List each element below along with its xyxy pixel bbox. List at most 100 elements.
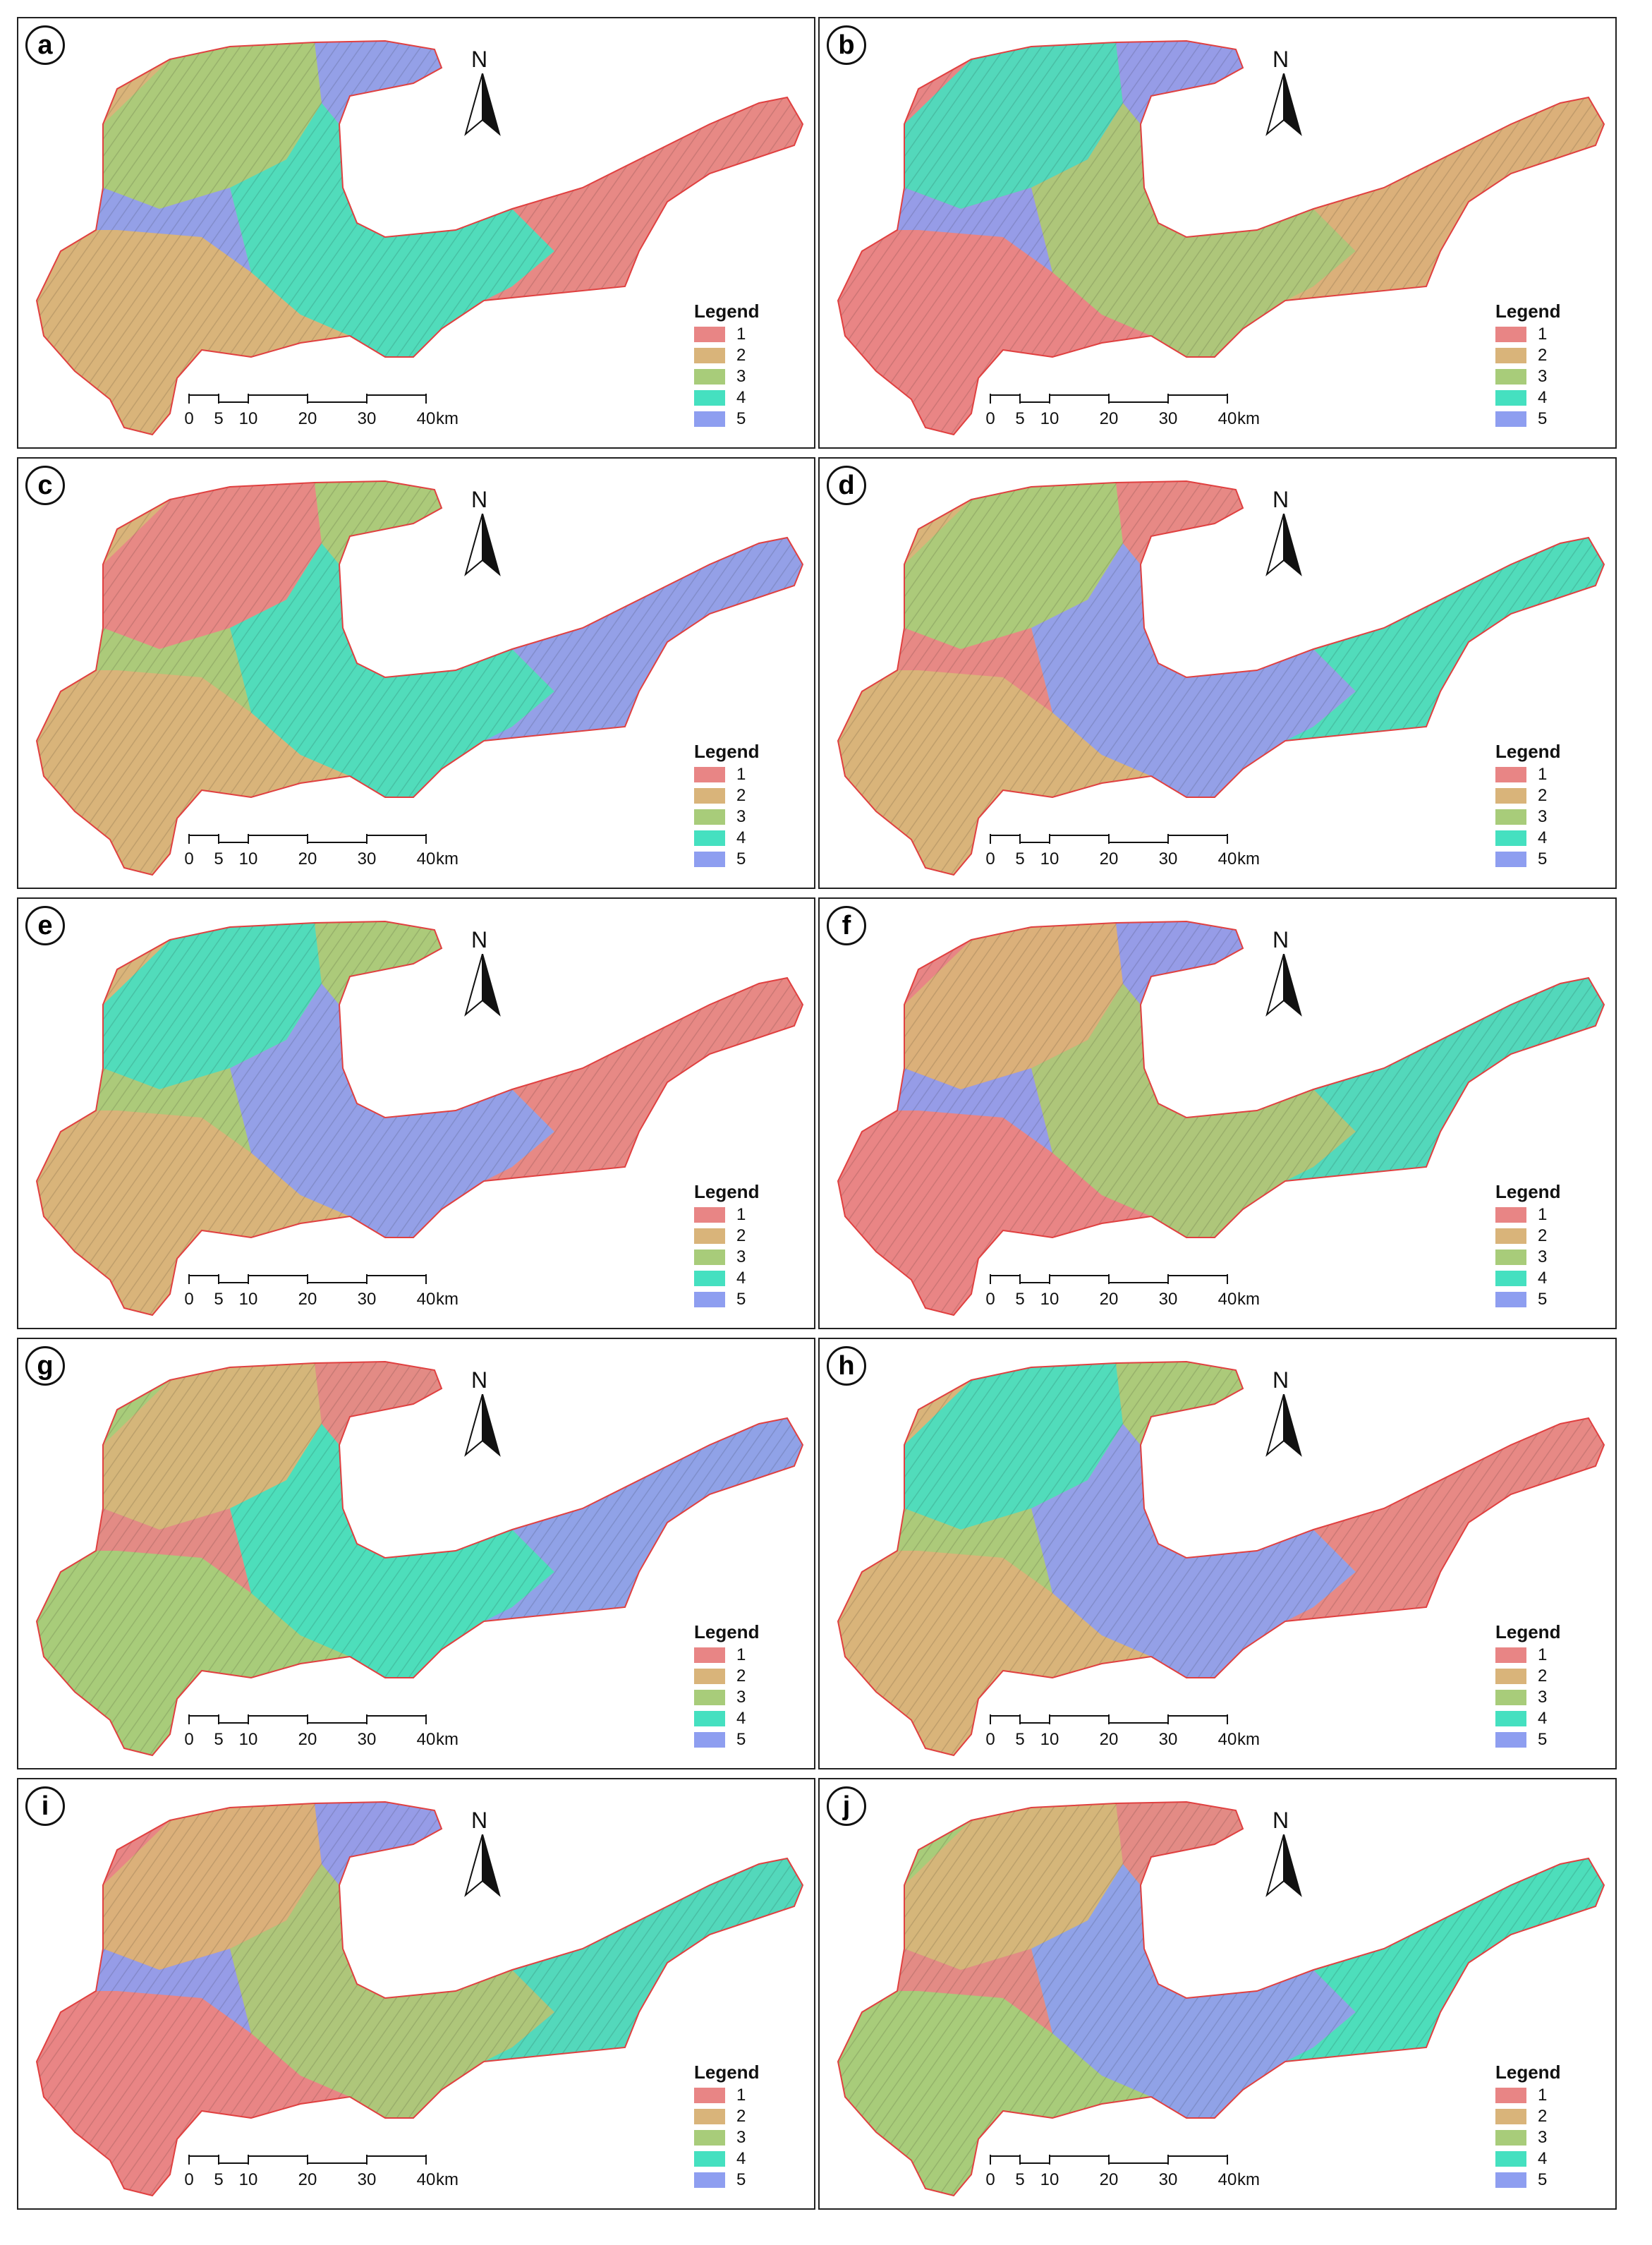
legend-swatch [694,1732,725,1748]
legend-label: 4 [736,1269,746,1288]
north-label: N [471,487,488,512]
legend-item: 3 [694,1687,814,1708]
legend-label: 2 [736,786,746,805]
scale-tick-label: 40 [1217,2170,1237,2189]
legend-label: 4 [736,2149,746,2168]
legend-item: 1 [1495,1645,1615,1666]
scale-bar: 0 5 10 20 30 40 km [985,392,1270,442]
scale-unit: km [436,1730,458,1749]
scale-tick-label: 30 [1158,2170,1178,2189]
north-arrow: N [461,487,504,579]
legend-swatch [694,2109,725,2124]
legend-label: 2 [736,1666,746,1686]
map-panel-f: f N Legend 1 2 3 4 5 0 5 10 20 30 40 km [818,897,1617,1329]
legend: Legend 1 2 3 4 5 [1495,301,1615,430]
scale-tick-label: 40 [1217,1290,1237,1309]
legend-item: 4 [1495,1268,1615,1289]
north-arrow: N [1263,1808,1305,1899]
legend-item: 2 [1495,345,1615,366]
north-label: N [471,1808,488,1833]
legend: Legend 1 2 3 4 5 [694,301,814,430]
north-label: N [1273,927,1289,952]
legend-label: 4 [1538,2149,1548,2168]
legend-item: 5 [694,849,814,870]
legend-swatch [694,830,725,846]
legend-swatch [694,411,725,427]
legend-item: 2 [694,1666,814,1687]
scale-tick-label: 20 [1099,2170,1119,2189]
scale-tick-label: 0 [985,2170,995,2189]
scale-tick-label: 10 [238,2170,258,2189]
scale-unit: km [1237,2170,1260,2189]
legend-item: 4 [694,1268,814,1289]
legend-item: 4 [694,828,814,849]
legend-swatch [694,1669,725,1684]
panel-letter: d [827,466,866,505]
north-label: N [471,1367,488,1393]
scale-tick-label: 10 [238,1290,258,1309]
scale-tick-label: 20 [1099,849,1119,869]
watershed-map [35,40,804,436]
scale-tick-label: 20 [298,849,317,869]
legend-item: 5 [694,2170,814,2191]
legend-swatch [1495,767,1526,782]
scale-tick-label: 5 [214,1290,224,1309]
legend-item: 4 [1495,387,1615,409]
legend-label: 3 [1538,2128,1548,2147]
scale-tick-label: 0 [184,849,194,869]
legend-swatch [1495,2130,1526,2146]
scale-bar: 0 5 10 20 30 40 km [184,2153,468,2203]
panel-letter: i [25,1786,65,1826]
legend-swatch [694,1207,725,1223]
legend-item: 2 [1495,1666,1615,1687]
scale-tick-label: 30 [1158,409,1178,428]
north-arrow-icon [1265,1834,1302,1897]
scale-tick-label: 5 [1015,1730,1025,1749]
legend-title: Legend [694,1621,760,1642]
legend-swatch [694,1711,725,1726]
legend-swatch [1495,1711,1526,1726]
scale-tick-label: 40 [416,1290,436,1309]
legend-item: 1 [694,764,814,785]
legend-label: 3 [1538,1247,1548,1266]
north-arrow: N [461,1367,504,1459]
north-arrow-icon [464,954,501,1017]
legend-swatch [1495,1271,1526,1286]
panel-letter: h [827,1346,866,1386]
north-arrow: N [461,927,504,1019]
watershed-map [837,920,1605,1317]
watershed-boundary [837,920,1605,1317]
legend-item: 2 [694,1226,814,1247]
legend-title: Legend [694,1181,760,1202]
legend-label: 4 [1538,1709,1548,1728]
legend-label: 2 [1538,786,1548,805]
legend: Legend 1 2 3 4 5 [694,741,814,870]
legend-swatch [694,2151,725,2167]
panel-letter: a [25,25,65,65]
north-arrow-icon [464,514,501,576]
watershed-map [837,1360,1605,1757]
legend-title: Legend [1495,301,1561,322]
scale-tick-label: 20 [298,2170,317,2189]
legend-item: 3 [1495,806,1615,828]
panel-letter: g [25,1346,65,1386]
legend-label: 3 [1538,1688,1548,1707]
legend-label: 2 [1538,346,1548,365]
legend-label: 3 [736,1688,746,1707]
legend-swatch [694,2088,725,2103]
legend-swatch [694,369,725,385]
scale-unit: km [436,1290,458,1309]
scale-unit: km [1237,409,1260,428]
watershed-boundary [837,480,1605,876]
legend-item: 3 [694,1247,814,1268]
scale-tick-label: 20 [298,1730,317,1749]
scale-tick-label: 20 [298,1290,317,1309]
watershed-map [35,1360,804,1757]
legend: Legend 1 2 3 4 5 [1495,741,1615,870]
legend-item: 5 [1495,1729,1615,1750]
legend-title: Legend [1495,1621,1561,1642]
legend-item: 1 [1495,2085,1615,2106]
legend-swatch [1495,2172,1526,2188]
map-panel-e: e N Legend 1 2 3 4 5 0 5 10 20 30 40 km [17,897,815,1329]
